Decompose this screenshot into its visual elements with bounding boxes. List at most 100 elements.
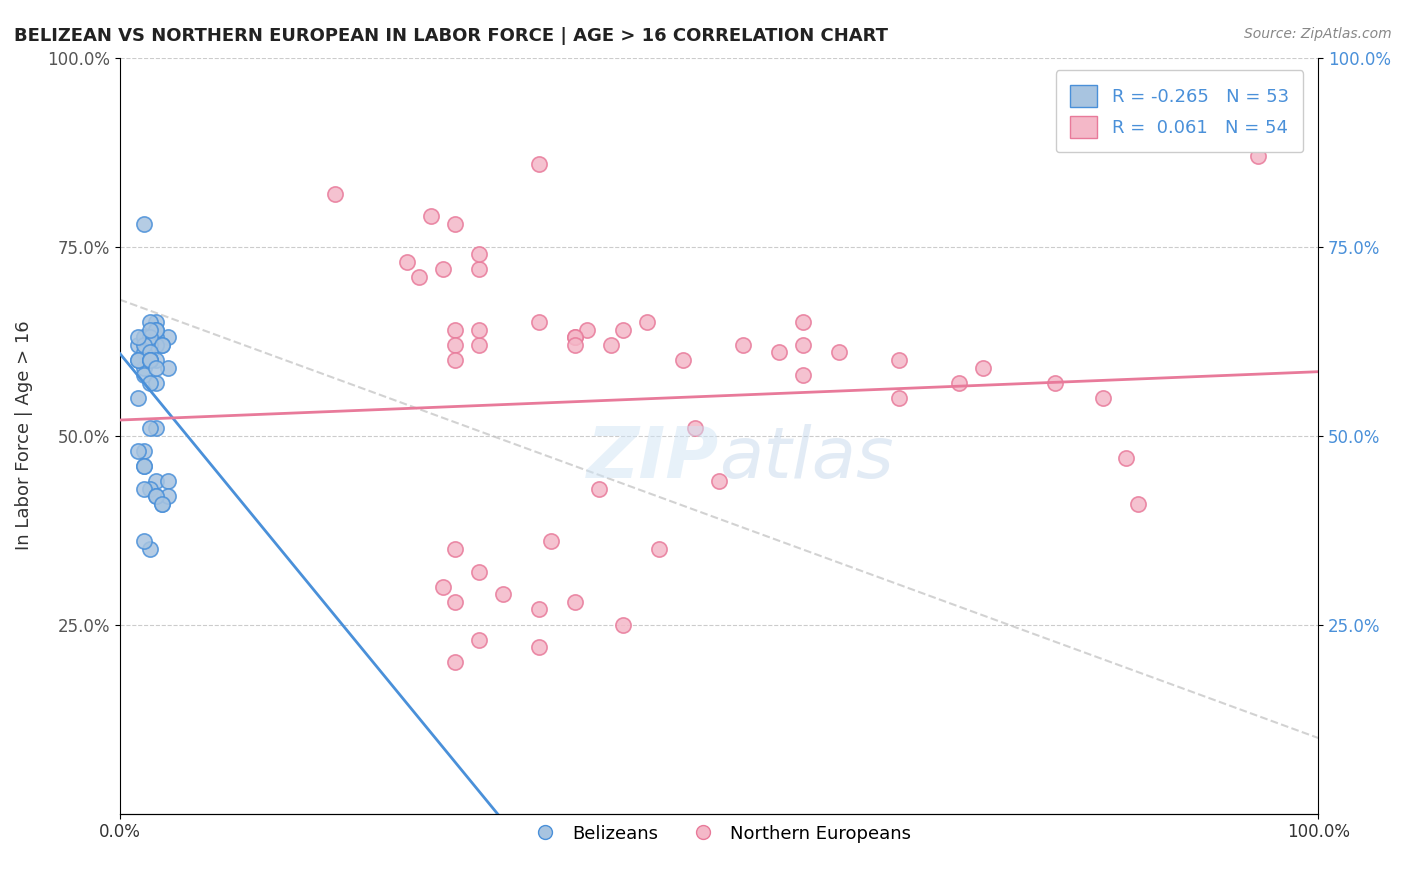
Text: BELIZEAN VS NORTHERN EUROPEAN IN LABOR FORCE | AGE > 16 CORRELATION CHART: BELIZEAN VS NORTHERN EUROPEAN IN LABOR F…	[14, 27, 889, 45]
Point	[792, 315, 814, 329]
Point	[138, 421, 160, 435]
Point	[132, 360, 155, 375]
Point	[127, 391, 149, 405]
Point	[1115, 451, 1137, 466]
Point	[132, 458, 155, 473]
Point	[612, 617, 634, 632]
Point	[145, 353, 167, 368]
Point	[828, 345, 851, 359]
Point	[1128, 497, 1150, 511]
Point	[527, 602, 550, 616]
Point	[138, 345, 160, 359]
Point	[707, 474, 730, 488]
Text: Source: ZipAtlas.com: Source: ZipAtlas.com	[1244, 27, 1392, 41]
Point	[420, 210, 443, 224]
Point	[1247, 149, 1270, 163]
Point	[1091, 391, 1114, 405]
Point	[432, 580, 454, 594]
Text: atlas: atlas	[718, 424, 894, 492]
Point	[444, 353, 467, 368]
Point	[468, 338, 491, 352]
Point	[564, 338, 586, 352]
Point	[792, 368, 814, 383]
Point	[468, 632, 491, 647]
Point	[588, 482, 610, 496]
Point	[768, 345, 790, 359]
Point	[540, 534, 562, 549]
Point	[145, 338, 167, 352]
Point	[492, 587, 515, 601]
Point	[138, 330, 160, 344]
Point	[132, 482, 155, 496]
Point	[325, 186, 347, 201]
Point	[145, 323, 167, 337]
Point	[527, 640, 550, 655]
Point	[600, 338, 623, 352]
Point	[444, 542, 467, 557]
Legend: R = -0.265   N = 53, R =  0.061   N = 54: R = -0.265 N = 53, R = 0.061 N = 54	[1056, 70, 1303, 153]
Point	[683, 421, 706, 435]
Point	[127, 338, 149, 352]
Point	[138, 353, 160, 368]
Point	[127, 330, 149, 344]
Point	[138, 353, 160, 368]
Point	[468, 323, 491, 337]
Point	[132, 458, 155, 473]
Point	[444, 217, 467, 231]
Point	[132, 338, 155, 352]
Point	[527, 156, 550, 170]
Point	[145, 323, 167, 337]
Point	[468, 565, 491, 579]
Point	[132, 534, 155, 549]
Point	[527, 315, 550, 329]
Point	[150, 497, 173, 511]
Point	[127, 353, 149, 368]
Point	[150, 497, 173, 511]
Point	[150, 338, 173, 352]
Point	[132, 217, 155, 231]
Point	[132, 345, 155, 359]
Point	[564, 330, 586, 344]
Point	[145, 338, 167, 352]
Point	[132, 330, 155, 344]
Point	[145, 489, 167, 503]
Point	[408, 269, 430, 284]
Point	[792, 338, 814, 352]
Point	[145, 474, 167, 488]
Point	[138, 323, 160, 337]
Point	[612, 323, 634, 337]
Point	[127, 443, 149, 458]
Point	[156, 330, 179, 344]
Point	[138, 376, 160, 390]
Point	[396, 254, 419, 268]
Point	[576, 323, 599, 337]
Point	[432, 262, 454, 277]
Point	[156, 489, 179, 503]
Point	[138, 315, 160, 329]
Point	[145, 489, 167, 503]
Point	[887, 391, 910, 405]
Point	[1043, 376, 1066, 390]
Point	[145, 315, 167, 329]
Point	[887, 353, 910, 368]
Point	[145, 376, 167, 390]
Point	[138, 482, 160, 496]
Point	[444, 595, 467, 609]
Point	[132, 338, 155, 352]
Y-axis label: In Labor Force | Age > 16: In Labor Force | Age > 16	[15, 321, 32, 550]
Point	[156, 360, 179, 375]
Point	[145, 421, 167, 435]
Point	[672, 353, 695, 368]
Point	[731, 338, 754, 352]
Point	[132, 368, 155, 383]
Point	[138, 542, 160, 557]
Point	[444, 656, 467, 670]
Point	[138, 345, 160, 359]
Point	[145, 360, 167, 375]
Point	[444, 323, 467, 337]
Point	[145, 330, 167, 344]
Point	[127, 353, 149, 368]
Point	[564, 595, 586, 609]
Point	[564, 330, 586, 344]
Point	[150, 338, 173, 352]
